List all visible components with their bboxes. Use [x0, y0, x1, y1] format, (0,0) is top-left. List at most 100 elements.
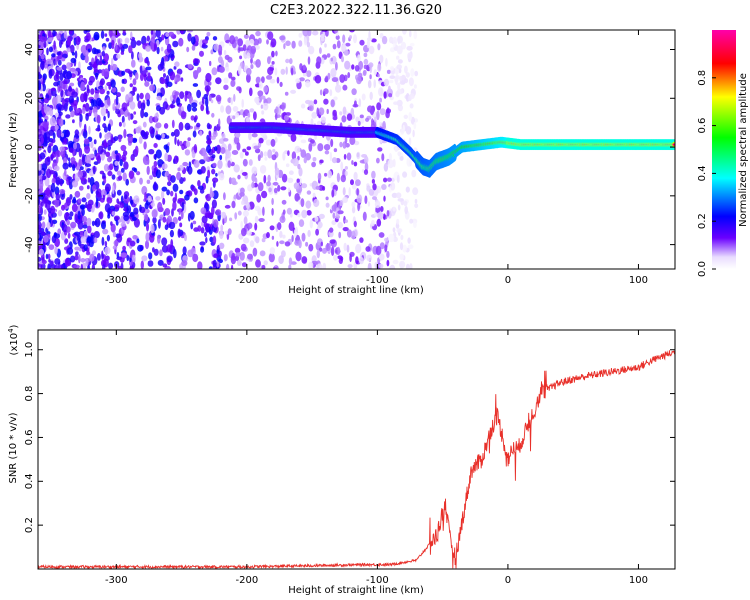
noise-speckle [87, 199, 94, 206]
noise-speckle [132, 261, 136, 269]
noise-speckle [92, 184, 97, 192]
noise-speckle [174, 91, 180, 96]
noise-speckle [97, 69, 103, 74]
noise-speckle [57, 59, 62, 66]
noise-speckle [383, 78, 390, 87]
noise-speckle [259, 250, 266, 257]
noise-speckle [54, 246, 58, 255]
noise-speckle [179, 91, 185, 99]
noise-speckle [149, 84, 156, 92]
noise-speckle [48, 30, 52, 39]
noise-speckle [344, 219, 349, 224]
noise-speckle [335, 61, 338, 71]
noise-speckle [91, 99, 95, 107]
noise-speckle [89, 106, 94, 111]
noise-speckle [205, 212, 212, 218]
noise-speckle [397, 204, 401, 211]
noise-speckle [122, 30, 126, 34]
noise-speckle [73, 142, 77, 150]
noise-speckle [85, 251, 91, 256]
noise-speckle [223, 77, 229, 84]
noise-speckle [346, 244, 350, 253]
noise-speckle [157, 63, 164, 71]
noise-speckle [335, 84, 342, 93]
noise-speckle [70, 221, 77, 229]
noise-speckle [68, 161, 71, 167]
noise-speckle [39, 227, 42, 233]
noise-speckle [373, 79, 377, 89]
noise-speckle [234, 112, 239, 118]
noise-speckle [351, 88, 357, 96]
noise-speckle [59, 39, 62, 48]
noise-speckle [212, 162, 217, 167]
noise-speckle [391, 192, 398, 198]
noise-speckle [140, 102, 146, 111]
noise-speckle [285, 163, 290, 168]
noise-speckle [149, 126, 155, 135]
noise-speckle [206, 110, 210, 115]
noise-speckle [86, 84, 90, 92]
noise-speckle [342, 227, 349, 232]
noise-speckle [399, 75, 403, 82]
noise-speckle [231, 76, 236, 81]
noise-speckle [163, 73, 166, 78]
noise-speckle [47, 263, 51, 269]
noise-speckle [107, 156, 112, 163]
noise-speckle [81, 262, 87, 269]
noise-speckle [74, 190, 81, 198]
noise-speckle [98, 61, 103, 66]
noise-speckle [193, 144, 198, 153]
y-tick-label: 0.4 [24, 473, 35, 489]
noise-speckle [174, 77, 177, 82]
noise-speckle [114, 204, 120, 210]
noise-speckle [308, 261, 314, 269]
noise-speckle [55, 192, 61, 201]
noise-speckle [120, 167, 125, 173]
noise-speckle [184, 90, 189, 96]
noise-speckle [274, 167, 280, 176]
noise-speckle [298, 40, 303, 47]
noise-speckle [218, 173, 225, 181]
noise-speckle [263, 174, 267, 184]
noise-speckle [111, 39, 115, 50]
chart-title: C2E3.2022.322.11.36.G20 [270, 3, 442, 18]
noise-speckle [414, 70, 419, 77]
noise-speckle [285, 58, 290, 64]
noise-speckle [87, 225, 92, 234]
noise-speckle [199, 130, 203, 137]
noise-speckle [339, 111, 343, 116]
noise-speckle [212, 259, 217, 268]
noise-speckle [212, 177, 219, 183]
noise-speckle [327, 170, 333, 179]
noise-speckle [283, 114, 290, 121]
noise-speckle [72, 99, 78, 107]
noise-speckle [48, 244, 55, 251]
noise-speckle [388, 233, 395, 243]
noise-speckle [177, 228, 181, 238]
noise-speckle [386, 250, 390, 259]
noise-speckle [42, 195, 49, 204]
noise-speckle [353, 161, 358, 167]
noise-speckle [218, 66, 225, 73]
noise-speckle [180, 210, 184, 220]
noise-speckle [123, 161, 129, 170]
noise-speckle [144, 192, 147, 202]
noise-speckle [136, 93, 140, 102]
noise-speckle [103, 115, 106, 122]
noise-speckle [397, 36, 401, 45]
noise-speckle [246, 67, 252, 76]
noise-speckle [134, 72, 139, 80]
noise-speckle [241, 98, 244, 108]
noise-speckle [102, 172, 106, 179]
noise-speckle [123, 128, 127, 139]
noise-speckle [186, 165, 190, 172]
noise-speckle [211, 199, 217, 209]
noise-speckle [257, 207, 263, 216]
noise-speckle [344, 166, 348, 170]
noise-speckle [406, 157, 412, 167]
noise-speckle [135, 126, 142, 134]
noise-speckle [396, 228, 403, 233]
noise-speckle [104, 246, 111, 255]
noise-speckle [164, 135, 170, 139]
noise-speckle [390, 182, 396, 191]
